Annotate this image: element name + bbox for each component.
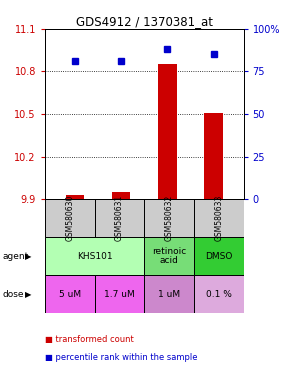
Bar	[194, 275, 244, 313]
Text: retinoic
acid: retinoic acid	[152, 247, 186, 265]
Text: ■ percentile rank within the sample: ■ percentile rank within the sample	[45, 353, 197, 362]
Title: GDS4912 / 1370381_at: GDS4912 / 1370381_at	[76, 15, 213, 28]
Text: GSM580631: GSM580631	[115, 195, 124, 242]
Text: ▶: ▶	[25, 290, 31, 298]
Text: 1.7 uM: 1.7 uM	[104, 290, 135, 298]
Text: DMSO: DMSO	[205, 252, 233, 261]
Bar	[144, 275, 194, 313]
Text: ■ transformed count: ■ transformed count	[45, 335, 134, 344]
Text: ▶: ▶	[25, 252, 31, 261]
Text: 0.1 %: 0.1 %	[206, 290, 232, 298]
Text: GSM580632: GSM580632	[165, 195, 174, 242]
Text: dose: dose	[3, 290, 24, 298]
Text: GSM580633: GSM580633	[214, 195, 223, 242]
Text: 1 uM: 1 uM	[158, 290, 180, 298]
Text: KHS101: KHS101	[77, 252, 113, 261]
Bar	[95, 275, 144, 313]
Bar	[112, 192, 130, 199]
Text: agent: agent	[3, 252, 29, 261]
Bar	[45, 275, 95, 313]
Bar	[95, 199, 144, 237]
Bar	[45, 237, 144, 275]
Bar	[194, 199, 244, 237]
Bar	[144, 199, 194, 237]
Bar	[144, 237, 194, 275]
Text: GSM580630: GSM580630	[65, 195, 74, 242]
Bar	[158, 65, 177, 199]
Bar	[66, 195, 84, 199]
Bar	[194, 237, 244, 275]
Bar	[204, 113, 223, 199]
Text: 5 uM: 5 uM	[59, 290, 81, 298]
Bar	[45, 199, 95, 237]
